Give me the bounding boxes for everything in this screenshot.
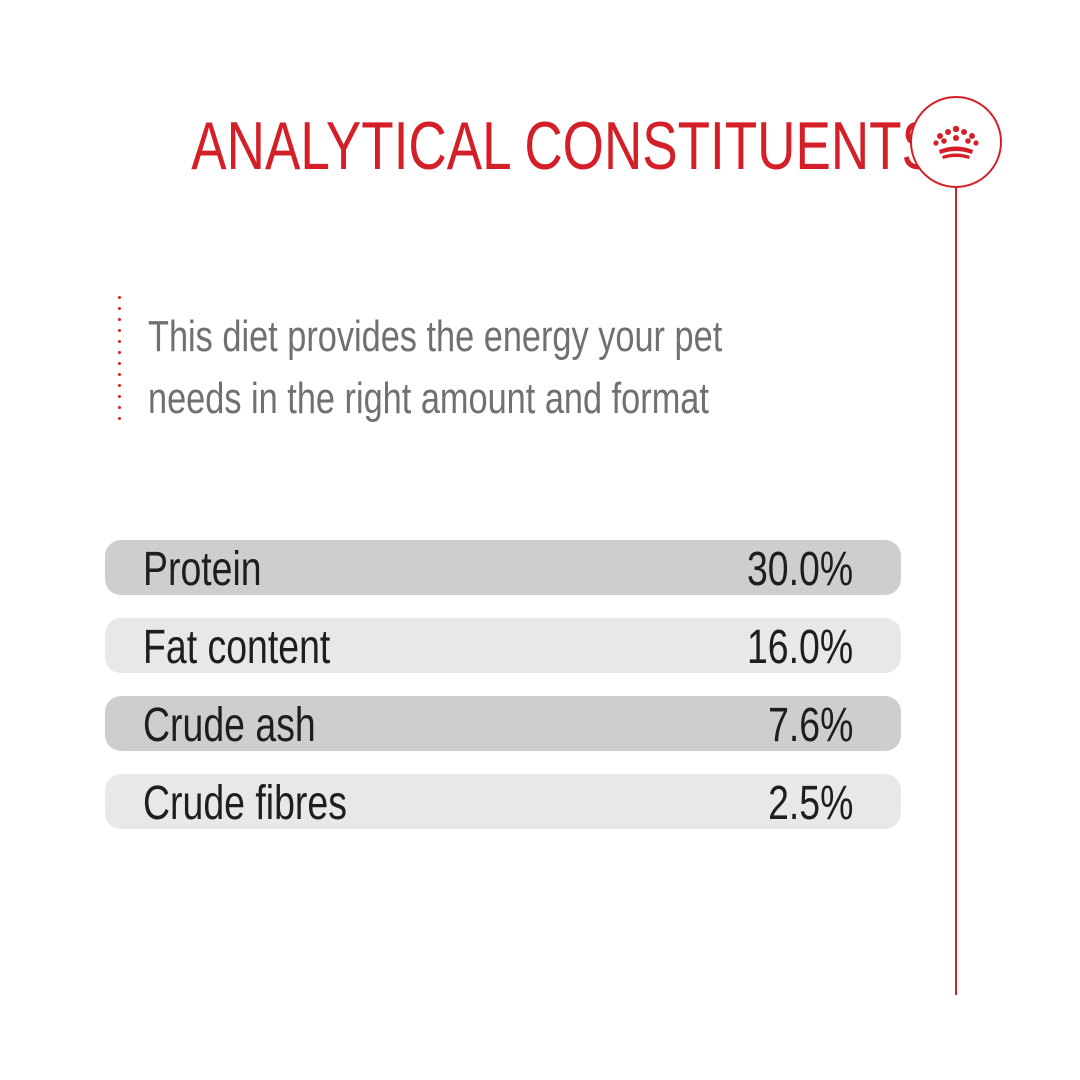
row-label: Crude ash: [143, 699, 316, 752]
brand-logo: [910, 96, 1002, 188]
row-label: Protein: [143, 543, 262, 596]
table-row: Protein 30.0%: [105, 540, 901, 596]
dotted-accent: [118, 296, 122, 436]
row-value: 16.0%: [746, 621, 853, 674]
constituents-table: Protein 30.0% Fat content 16.0% Crude as…: [105, 540, 901, 852]
table-row: Crude fibres 2.5%: [105, 774, 901, 830]
intro-line-1: This diet provides the energy your pet: [148, 312, 723, 361]
crown-icon: [933, 125, 979, 159]
row-value: 30.0%: [746, 543, 853, 596]
table-row: Fat content 16.0%: [105, 618, 901, 674]
row-value: 2.5%: [767, 777, 853, 830]
row-label: Fat content: [143, 621, 331, 674]
page-title: ANALYTICAL CONSTITUENTS: [191, 108, 937, 184]
intro-text: This diet provides the energy your pet n…: [148, 306, 741, 430]
intro-line-2: needs in the right amount and format: [148, 374, 709, 423]
table-row: Crude ash 7.6%: [105, 696, 901, 752]
decorative-vertical-line: [955, 188, 957, 995]
row-value: 7.6%: [767, 699, 853, 752]
row-label: Crude fibres: [143, 777, 347, 830]
